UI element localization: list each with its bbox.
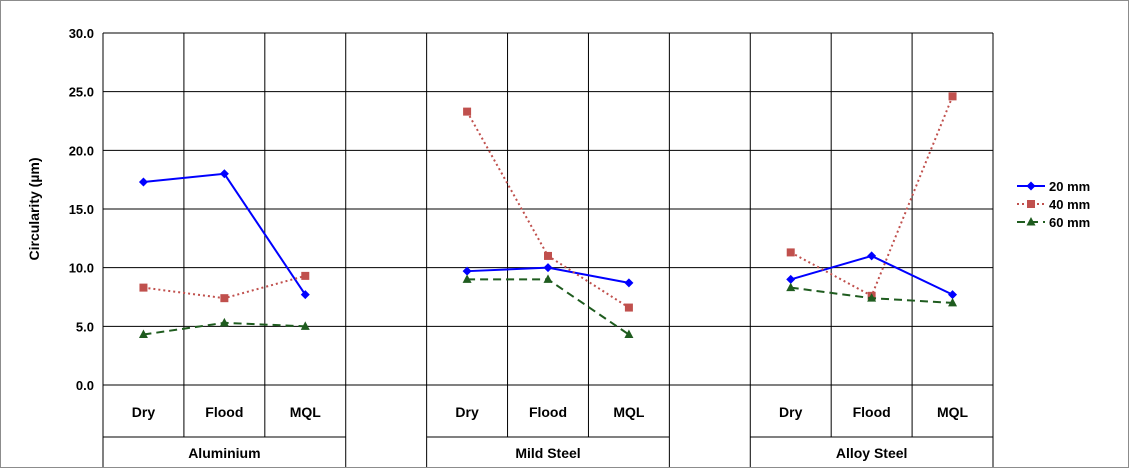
y-tick-label: 25.0 (69, 85, 94, 100)
category-label: Flood (205, 404, 243, 420)
legend-label: 60 mm (1049, 215, 1090, 230)
legend-marker (1026, 217, 1036, 226)
data-point-60-mm (462, 274, 472, 283)
category-label: Dry (132, 404, 156, 420)
category-label: MQL (613, 404, 645, 420)
data-point-60-mm (543, 274, 553, 283)
category-label: Flood (853, 404, 891, 420)
y-tick-label: 20.0 (69, 143, 94, 158)
data-point-40-mm (948, 92, 957, 101)
y-tick-label: 15.0 (69, 202, 94, 217)
data-point-60-mm (219, 317, 229, 327)
data-point-40-mm (624, 303, 633, 312)
data-point-40-mm (463, 107, 472, 116)
category-label: MQL (937, 404, 969, 420)
data-point-20-mm (219, 169, 229, 179)
data-point-60-mm (786, 282, 796, 292)
legend-label: 40 mm (1049, 197, 1090, 212)
y-tick-label: 30.0 (69, 26, 94, 41)
legend-label: 20 mm (1049, 179, 1090, 194)
data-point-40-mm (301, 271, 310, 280)
data-point-20-mm (867, 251, 877, 261)
data-point-60-mm (948, 297, 958, 307)
data-point-40-mm (786, 248, 795, 257)
category-label: Dry (779, 404, 803, 420)
data-point-60-mm (300, 321, 310, 330)
category-label: MQL (290, 404, 322, 420)
y-axis-title: Circularity (µm) (26, 158, 42, 261)
data-point-60-mm (138, 329, 148, 339)
data-point-20-mm (138, 177, 148, 187)
data-point-40-mm (544, 251, 552, 260)
data-point-60-mm (867, 293, 877, 302)
y-tick-label: 0.0 (76, 378, 94, 393)
data-point-40-mm (220, 294, 229, 303)
group-label: Mild Steel (515, 445, 580, 461)
data-point-20-mm (786, 274, 796, 284)
legend: 20 mm 40 mm 60 mm (1017, 179, 1090, 230)
legend-marker (1027, 200, 1035, 208)
group-label: Aluminium (188, 445, 260, 461)
series-line-40-mm (790, 95, 954, 298)
data-point-20-mm (543, 263, 553, 273)
series-line-20-mm (790, 254, 953, 296)
data-point-20-mm (300, 290, 310, 300)
series (138, 92, 958, 339)
data-point-20-mm (462, 266, 472, 276)
data-point-20-mm (624, 278, 634, 288)
group-label: Alloy Steel (836, 445, 908, 461)
category-label: Dry (455, 404, 479, 420)
data-point-20-mm (948, 290, 958, 300)
grid (102, 32, 994, 467)
data-point-40-mm (139, 283, 148, 292)
y-tick-label: 10.0 (69, 261, 94, 276)
legend-marker (1026, 181, 1036, 191)
data-point-60-mm (624, 329, 634, 339)
series-line-20-mm (143, 172, 307, 296)
y-tick-label: 5.0 (76, 319, 94, 334)
axes: 0.0 5.0 10.0 15.0 20.0 25.0 30.0 Dry Flood MQL Dry… (69, 26, 969, 461)
category-label: Flood (529, 404, 567, 420)
